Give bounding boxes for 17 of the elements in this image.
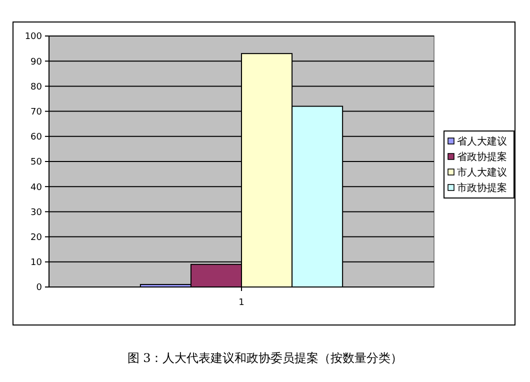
y-tick-label: 10 bbox=[30, 258, 42, 268]
y-tick-label: 20 bbox=[30, 232, 42, 243]
legend-label: 省政协提案 bbox=[457, 151, 507, 163]
y-tick-label: 90 bbox=[30, 57, 42, 68]
y-tick-label: 30 bbox=[30, 208, 42, 218]
y-tick-label: 100 bbox=[24, 32, 42, 42]
y-tick-label: 40 bbox=[30, 182, 42, 193]
legend-label: 省人大建议 bbox=[457, 136, 507, 148]
y-tick-label: 0 bbox=[36, 283, 42, 294]
y-tick-label: 70 bbox=[30, 107, 42, 118]
text: 图 3：人大代表建议和政协委员提案（按数量分类） bbox=[127, 351, 403, 365]
x-tick-label: 1 bbox=[238, 298, 244, 308]
legend-label: 市人大建议 bbox=[457, 166, 507, 178]
y-tick-label: 60 bbox=[30, 132, 42, 143]
legend-label: 市政协提案 bbox=[457, 182, 507, 194]
y-tick-label: 80 bbox=[30, 82, 42, 92]
y-tick-label: 50 bbox=[30, 158, 42, 168]
